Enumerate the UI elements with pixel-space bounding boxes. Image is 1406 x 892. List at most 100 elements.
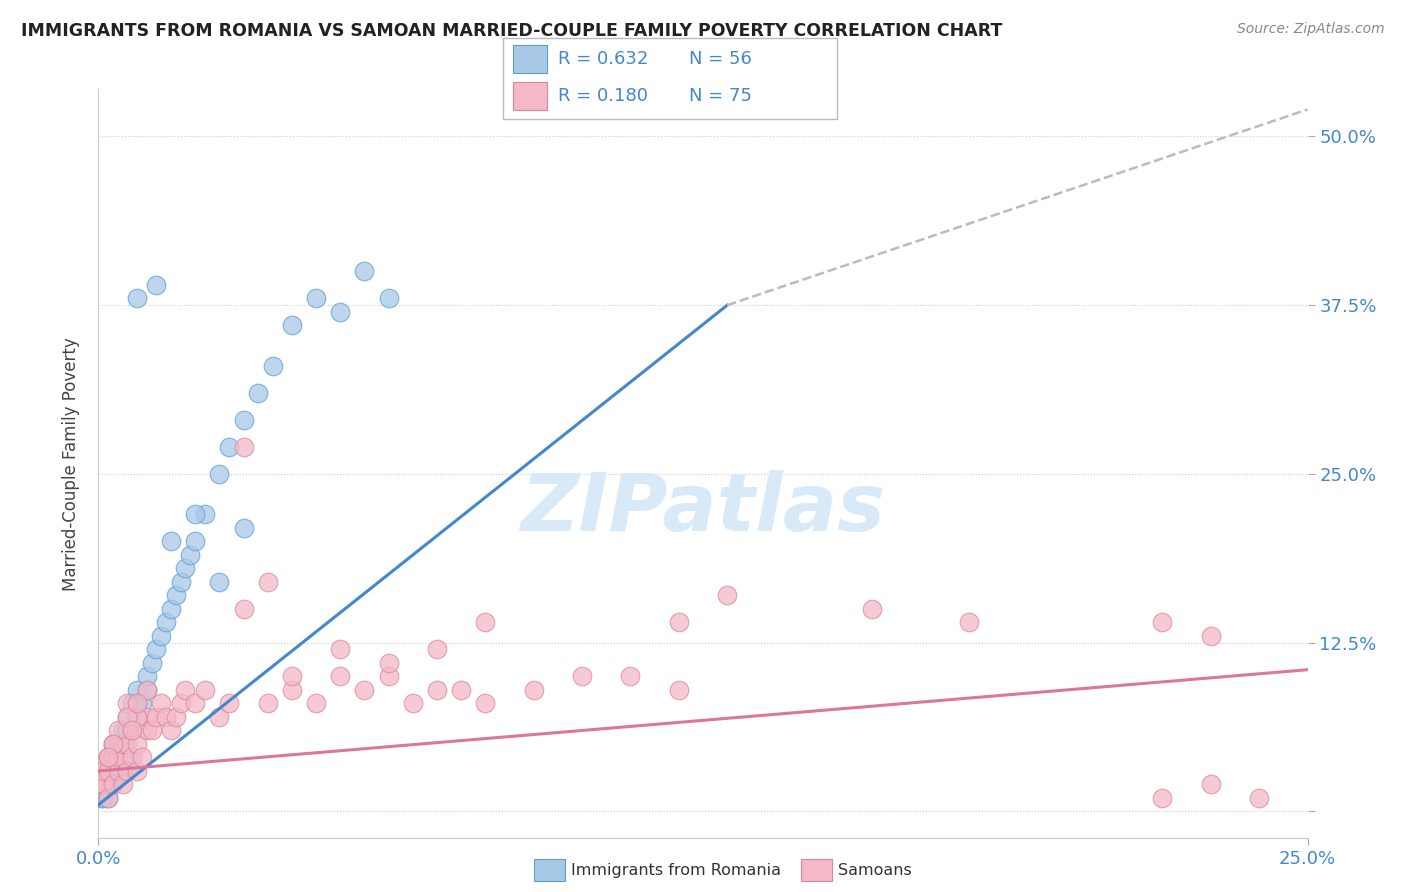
- Point: [91, 764, 114, 778]
- Point: [256, 697, 278, 711]
- Text: IMMIGRANTS FROM ROMANIA VS SAMOAN MARRIED-COUPLE FAMILY POVERTY CORRELATION CHAR: IMMIGRANTS FROM ROMANIA VS SAMOAN MARRIE…: [21, 22, 1002, 40]
- Point: [141, 656, 163, 670]
- Point: [150, 697, 173, 711]
- Point: [117, 723, 139, 738]
- Point: [184, 534, 207, 549]
- Point: [232, 521, 254, 535]
- Point: [107, 764, 129, 778]
- Point: [194, 683, 217, 698]
- Point: [377, 656, 399, 670]
- Point: [353, 264, 375, 278]
- Point: [97, 750, 120, 764]
- Point: [571, 669, 593, 683]
- Point: [165, 589, 187, 603]
- Y-axis label: Married-Couple Family Poverty: Married-Couple Family Poverty: [62, 337, 80, 591]
- Point: [131, 750, 153, 764]
- Point: [208, 574, 231, 589]
- Text: Immigrants from Romania: Immigrants from Romania: [571, 863, 780, 878]
- Point: [155, 615, 177, 630]
- Point: [281, 318, 304, 333]
- Point: [127, 697, 149, 711]
- Point: [101, 750, 124, 764]
- Point: [377, 292, 399, 306]
- Point: [262, 359, 284, 373]
- Point: [127, 737, 149, 751]
- Point: [135, 669, 157, 683]
- Text: ZIPatlas: ZIPatlas: [520, 470, 886, 548]
- Point: [402, 697, 425, 711]
- FancyBboxPatch shape: [502, 38, 837, 119]
- Point: [117, 750, 139, 764]
- Point: [127, 697, 149, 711]
- Point: [101, 764, 124, 778]
- Point: [169, 574, 191, 589]
- Point: [1152, 615, 1174, 630]
- Point: [107, 750, 129, 764]
- Point: [160, 534, 183, 549]
- Point: [155, 710, 177, 724]
- Point: [474, 615, 496, 630]
- Point: [131, 697, 153, 711]
- Point: [174, 561, 197, 575]
- Point: [97, 764, 120, 778]
- Point: [174, 683, 197, 698]
- Point: [668, 615, 690, 630]
- Point: [169, 697, 191, 711]
- Text: N = 56: N = 56: [689, 50, 751, 68]
- Point: [160, 723, 183, 738]
- Point: [179, 548, 201, 562]
- Point: [91, 777, 114, 791]
- Point: [90, 777, 112, 791]
- Point: [208, 710, 231, 724]
- Point: [1199, 629, 1222, 643]
- Point: [218, 697, 240, 711]
- Point: [101, 750, 124, 764]
- Point: [121, 723, 143, 738]
- Point: [107, 723, 129, 738]
- Point: [91, 777, 114, 791]
- Point: [107, 750, 129, 764]
- Point: [1199, 777, 1222, 791]
- Point: [184, 697, 207, 711]
- Point: [619, 669, 641, 683]
- Point: [305, 292, 328, 306]
- Point: [135, 683, 157, 698]
- Point: [281, 683, 304, 698]
- Point: [101, 777, 124, 791]
- Point: [91, 791, 114, 805]
- Point: [668, 683, 690, 698]
- Point: [127, 764, 149, 778]
- Text: R = 0.180: R = 0.180: [558, 87, 648, 105]
- Text: Samoans: Samoans: [838, 863, 911, 878]
- Point: [91, 764, 114, 778]
- Point: [117, 710, 139, 724]
- Point: [107, 764, 129, 778]
- Point: [101, 737, 124, 751]
- Point: [256, 574, 278, 589]
- Point: [127, 710, 149, 724]
- Point: [329, 669, 352, 683]
- Point: [1249, 791, 1271, 805]
- Point: [426, 683, 449, 698]
- Point: [145, 642, 167, 657]
- Point: [141, 723, 163, 738]
- Bar: [513, 45, 547, 73]
- Text: R = 0.632: R = 0.632: [558, 50, 648, 68]
- Point: [150, 629, 173, 643]
- Point: [716, 589, 738, 603]
- Point: [121, 697, 143, 711]
- Point: [1152, 791, 1174, 805]
- Point: [145, 277, 167, 292]
- Point: [111, 737, 134, 751]
- Point: [101, 737, 124, 751]
- Point: [111, 777, 134, 791]
- Point: [117, 697, 139, 711]
- Point: [127, 292, 149, 306]
- Point: [101, 777, 124, 791]
- Point: [160, 602, 183, 616]
- Point: [218, 440, 240, 454]
- Point: [232, 602, 254, 616]
- Text: Source: ZipAtlas.com: Source: ZipAtlas.com: [1237, 22, 1385, 37]
- Point: [97, 750, 120, 764]
- Point: [184, 508, 207, 522]
